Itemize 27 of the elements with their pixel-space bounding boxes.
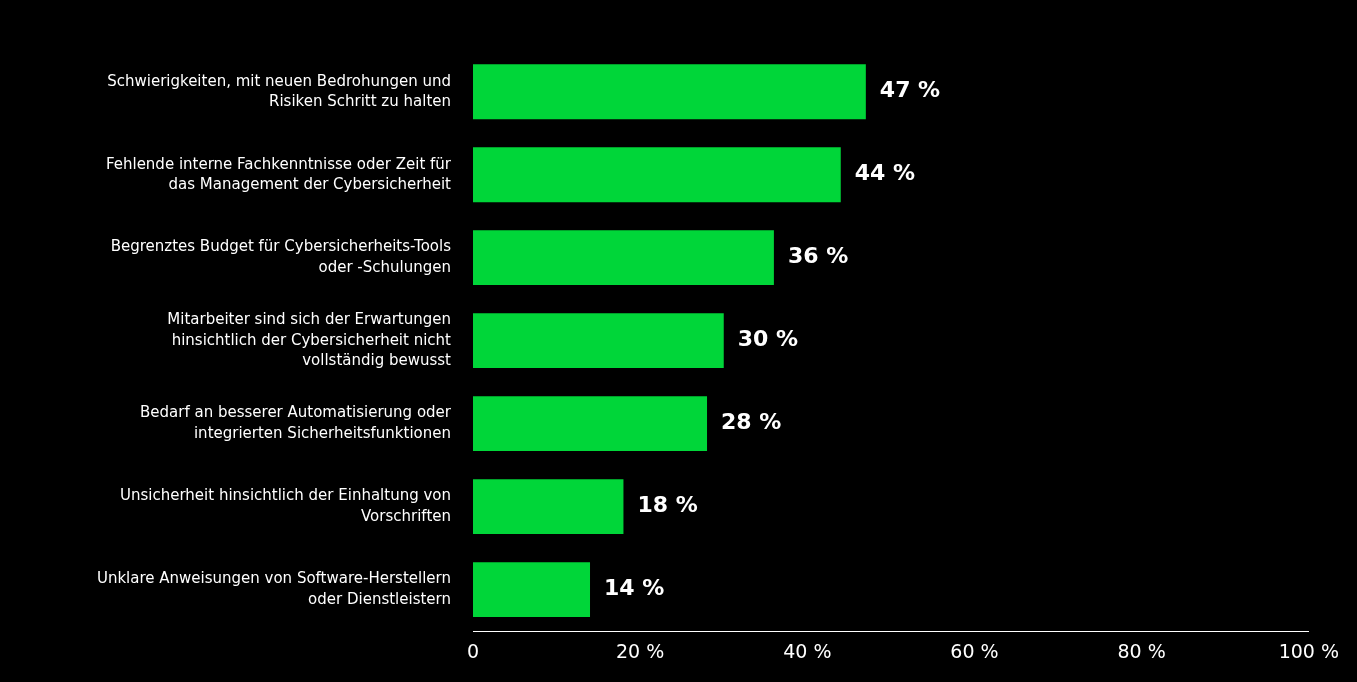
- data-label: 28 %: [721, 409, 782, 435]
- y-tick-label: Unsicherheit hinsichtlich der Einhaltung von Vorschriften: [119, 486, 451, 525]
- data-label: 44 %: [854, 160, 916, 186]
- x-tick-label: 60 %: [950, 639, 999, 662]
- x-tick-label: 0: [466, 639, 480, 662]
- data-label: 36 %: [787, 243, 849, 269]
- x-tick-label: 80 %: [1117, 639, 1166, 662]
- bar: [473, 562, 591, 618]
- data-label: 30 %: [737, 326, 799, 352]
- y-tick-label: Bedarf an besserer Automatisierung oder integrierten Sicherheitsfunktionen: [140, 403, 452, 442]
- bar: [473, 396, 708, 452]
- y-tick-label: Fehlende interne Fachkenntnisse oder Zeit für das Management der Cybersicherheit: [105, 154, 452, 193]
- bar: [473, 313, 724, 369]
- bar: [473, 230, 774, 286]
- x-tick-label: 20 %: [616, 639, 665, 662]
- y-tick-label: Mitarbeiter sind sich der Erwartungen hinsichtlich der Cybersicherheit nicht vollständig bewusst: [167, 310, 452, 369]
- bar: [473, 147, 841, 203]
- data-label: 18 %: [637, 492, 698, 518]
- data-label: 14 %: [604, 575, 665, 601]
- x-tick-label: 40 %: [783, 639, 832, 662]
- y-tick-label: Begrenztes Budget für Cybersicherheits-Tools oder -Schulungen: [110, 237, 452, 276]
- bar: [473, 479, 624, 535]
- y-tick-label: Schwierigkeiten, mit neuen Bedrohungen und Risiken Schritt zu halten: [107, 71, 451, 110]
- bar: [473, 64, 866, 120]
- data-label: 47 %: [879, 77, 941, 103]
- y-tick-label: Unklare Anweisungen von Software-Herstellern oder Dienstleistern: [96, 569, 451, 608]
- x-tick-label: 100 %: [1278, 639, 1339, 662]
